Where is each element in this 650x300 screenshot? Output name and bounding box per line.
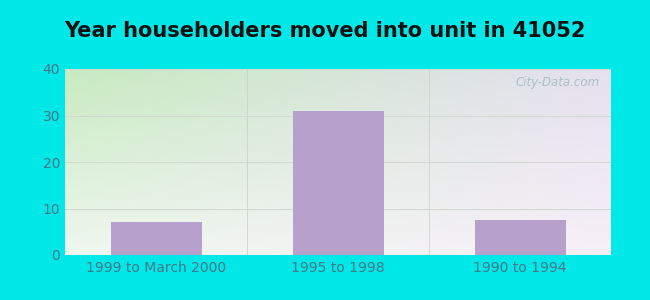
Bar <box>474 220 566 255</box>
Bar <box>292 111 384 255</box>
Bar <box>111 222 202 255</box>
Text: City-Data.com: City-Data.com <box>516 76 600 89</box>
Text: Year householders moved into unit in 41052: Year householders moved into unit in 410… <box>64 21 586 41</box>
